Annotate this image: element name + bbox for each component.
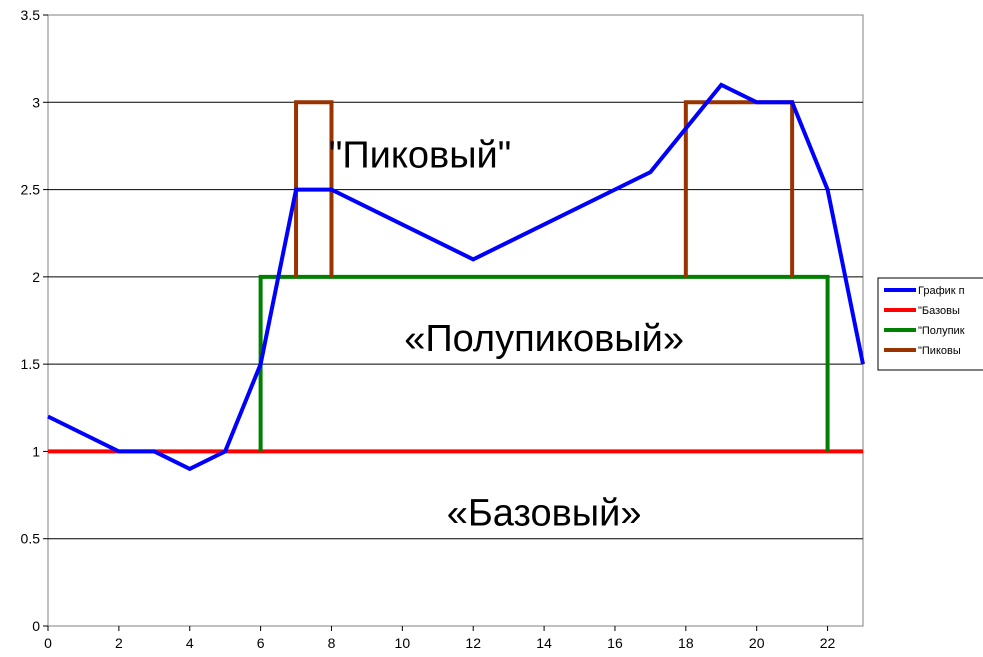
x-tick-label: 0 <box>44 635 52 651</box>
y-tick-label: 2.5 <box>21 182 41 198</box>
series-line-0 <box>47 82 865 472</box>
x-tick-label: 2 <box>115 635 123 651</box>
legend: График п "Базовы "Полупик "Пиковы <box>877 277 983 371</box>
legend-label-1: "Базовы <box>918 305 960 317</box>
legend-label-3: "Пиковы <box>918 345 961 357</box>
annotation-peak: "Пиковый" <box>329 135 511 177</box>
series-line-3-1 <box>683 100 795 277</box>
x-tick-label: 22 <box>820 635 836 651</box>
legend-label-0: График п <box>918 285 965 297</box>
x-tick-label: 14 <box>536 635 552 651</box>
x-tick-label: 10 <box>395 635 411 651</box>
x-tick-label: 16 <box>607 635 623 651</box>
series-lines <box>47 82 865 472</box>
y-tick-label: 3.5 <box>21 7 41 23</box>
x-tick-label: 20 <box>749 635 765 651</box>
legend-label-2: "Полупик <box>918 325 965 337</box>
annotation-semi-peak: «Полупиковый» <box>404 318 684 360</box>
x-tick-label: 18 <box>678 635 694 651</box>
y-tick-label: 0 <box>32 618 40 634</box>
plot-area <box>47 14 864 627</box>
x-tick-label: 12 <box>465 635 481 651</box>
y-tick-label: 3 <box>32 94 40 110</box>
legend-box <box>877 277 983 371</box>
annotation-base: «Базовый» <box>447 493 642 535</box>
y-tick-label: 2 <box>32 269 40 285</box>
x-tick-label: 6 <box>257 635 265 651</box>
y-axis-ticks: 0 0.5 1 1.5 2 2.5 3 3.5 <box>21 7 48 634</box>
y-tick-label: 1 <box>32 443 40 459</box>
x-tick-label: 4 <box>186 635 194 651</box>
y-tick-label: 1.5 <box>21 356 41 372</box>
x-tick-label: 8 <box>328 635 336 651</box>
x-axis-ticks: 0 2 4 6 8 10 12 14 16 18 20 22 <box>44 626 836 651</box>
y-tick-label: 0.5 <box>21 531 41 547</box>
